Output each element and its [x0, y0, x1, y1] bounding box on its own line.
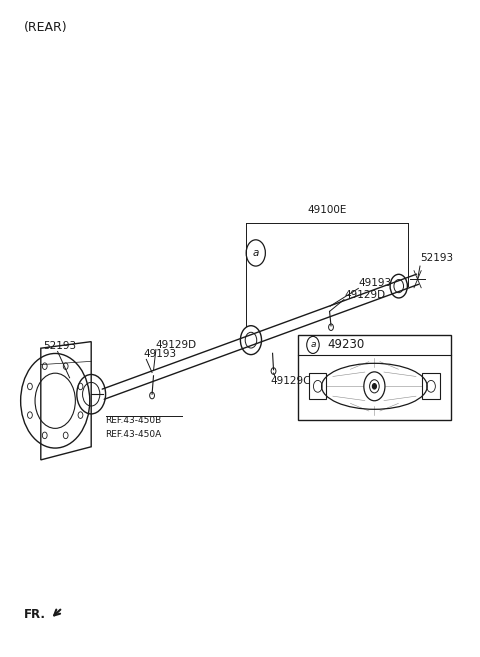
Circle shape	[372, 384, 376, 389]
Text: 49193: 49193	[144, 350, 177, 359]
Circle shape	[42, 363, 47, 369]
Text: 49193: 49193	[359, 279, 392, 288]
Circle shape	[78, 412, 83, 419]
Text: REF.43-450B: REF.43-450B	[106, 416, 162, 425]
Circle shape	[63, 432, 68, 439]
Circle shape	[78, 383, 83, 390]
Text: (REAR): (REAR)	[24, 21, 68, 34]
Text: 52193: 52193	[420, 253, 453, 263]
Circle shape	[329, 324, 334, 330]
Circle shape	[42, 432, 47, 439]
Text: a: a	[252, 248, 259, 258]
Circle shape	[63, 363, 68, 369]
Circle shape	[150, 392, 155, 399]
Text: 49230: 49230	[327, 338, 365, 351]
Circle shape	[271, 368, 276, 374]
FancyBboxPatch shape	[298, 335, 451, 420]
Circle shape	[370, 380, 379, 393]
Text: 52193: 52193	[43, 342, 76, 351]
Text: 49129C: 49129C	[270, 376, 311, 386]
Text: REF.43-450A: REF.43-450A	[106, 430, 162, 440]
Text: 49129D: 49129D	[344, 290, 385, 300]
Circle shape	[27, 383, 32, 390]
Text: 49100E: 49100E	[307, 206, 347, 215]
Text: 49129D: 49129D	[156, 340, 197, 350]
Text: a: a	[310, 340, 316, 350]
Text: FR.: FR.	[24, 608, 46, 621]
Circle shape	[27, 412, 32, 419]
